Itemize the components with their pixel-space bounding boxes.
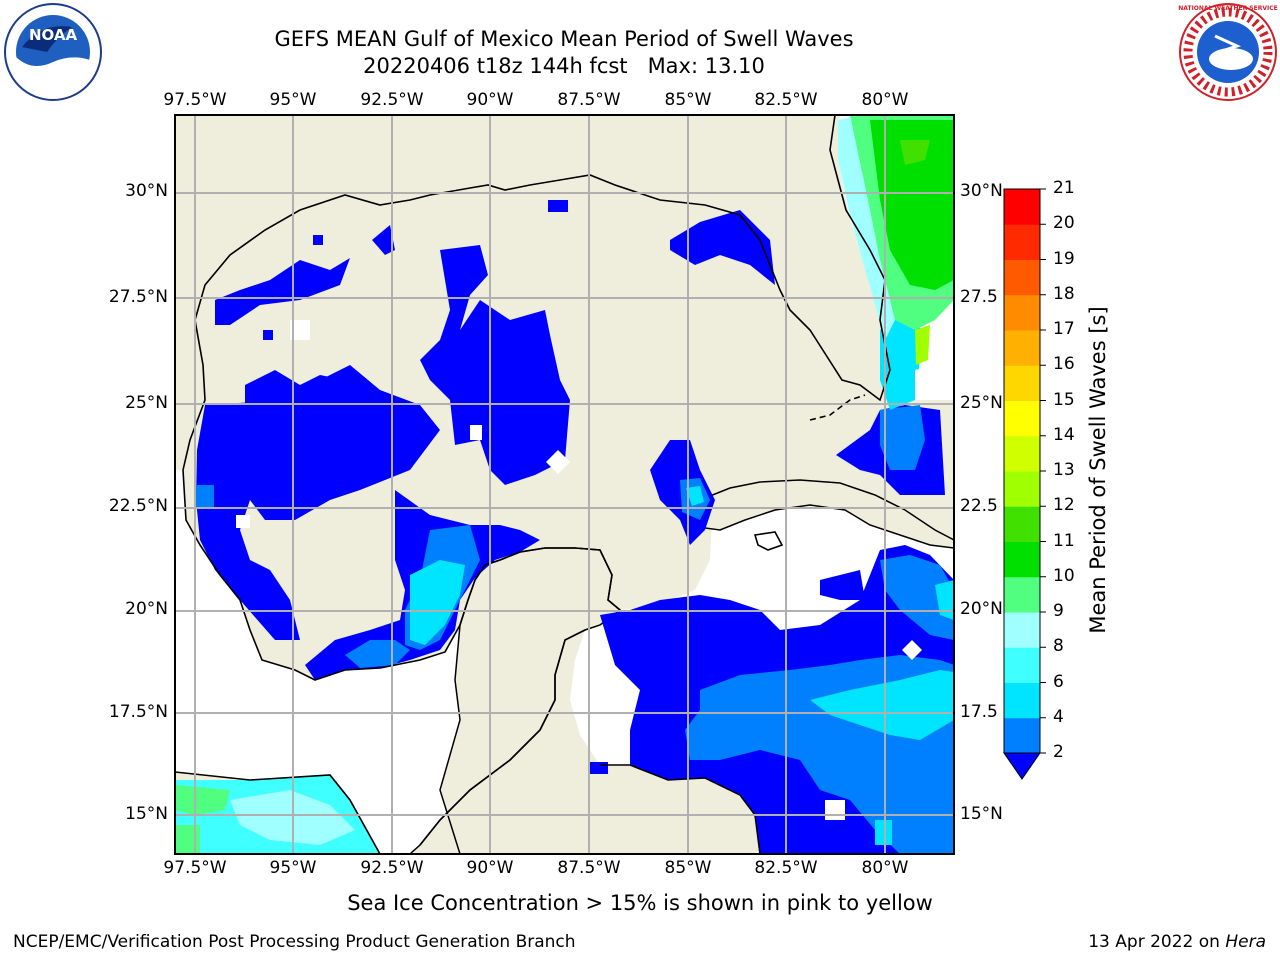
swell-period-atlantic bbox=[838, 115, 954, 400]
colorbar-tick-label: 15 bbox=[1053, 389, 1075, 410]
colorbar-tick-label: 12 bbox=[1053, 495, 1075, 516]
colorbar-band bbox=[1004, 365, 1040, 401]
lon-label-bottom: 97.5°W bbox=[163, 858, 227, 878]
nws-logo: NATIONAL WEATHER SERVICE bbox=[1178, 3, 1278, 101]
colorbar-band bbox=[1004, 717, 1040, 754]
colorbar-tick-label: 14 bbox=[1053, 424, 1075, 445]
colorbar-tick-label: 6 bbox=[1053, 671, 1064, 692]
colorbar-band bbox=[1004, 541, 1040, 578]
lon-label-bottom: 85°W bbox=[664, 858, 712, 878]
lat-label-left: 15°N bbox=[125, 804, 168, 824]
colorbar-tick-label: 21 bbox=[1053, 178, 1075, 198]
colorbar-band bbox=[1004, 506, 1040, 542]
colorbar-tick-label: 10 bbox=[1053, 565, 1075, 586]
colorbar-tick-label: 17 bbox=[1053, 319, 1075, 339]
lon-label-bottom: 90°W bbox=[466, 858, 514, 878]
footer-credit: NCEP/EMC/Verification Post Processing Pr… bbox=[13, 932, 576, 952]
lat-label-right: 20°N bbox=[960, 599, 1003, 619]
lon-label-bottom: 92.5°W bbox=[360, 858, 424, 878]
lat-label-right: 17.5 bbox=[960, 702, 998, 722]
lon-label-top: 92.5°W bbox=[360, 90, 424, 110]
colorbar-tick-label: 8 bbox=[1053, 636, 1064, 657]
cuba-island bbox=[699, 479, 954, 549]
lat-label-left: 22.5°N bbox=[108, 496, 168, 516]
colorbar-band bbox=[1004, 400, 1040, 437]
lat-label-left: 20°N bbox=[125, 599, 168, 619]
colorbar-band bbox=[1004, 294, 1040, 331]
colorbar bbox=[1003, 188, 1046, 780]
colorbar-band bbox=[1004, 259, 1040, 296]
colorbar-tick-label: 19 bbox=[1053, 248, 1075, 269]
lon-label-top: 95°W bbox=[269, 90, 317, 110]
lon-label-top: 87.5°W bbox=[557, 90, 621, 110]
colorbar-tick-label: 9 bbox=[1053, 601, 1064, 621]
sea-ice-note: Sea Ice Concentration > 15% is shown in … bbox=[347, 891, 933, 915]
lat-label-right: 27.5 bbox=[960, 287, 998, 307]
colorbar-band bbox=[1004, 682, 1040, 719]
lat-label-right: 22.5 bbox=[960, 496, 998, 516]
no-data-holes bbox=[236, 320, 922, 820]
colorbar-tick-label: 13 bbox=[1053, 460, 1075, 480]
colorbar-tick-label: 16 bbox=[1053, 354, 1075, 375]
lon-label-bottom: 95°W bbox=[269, 858, 317, 878]
lon-label-bottom: 82.5°W bbox=[754, 858, 818, 878]
lat-label-left: 30°N bbox=[125, 181, 168, 201]
lon-label-top: 85°W bbox=[664, 90, 712, 110]
colorbar-title: Mean Period of Swell Waves [s] bbox=[1086, 306, 1110, 634]
lat-label-left: 25°N bbox=[125, 393, 168, 413]
colorbar-band bbox=[1004, 330, 1040, 366]
nws-logo-text: NATIONAL WEATHER SERVICE bbox=[1178, 5, 1277, 12]
footer-date-text: 13 Apr 2022 on bbox=[1088, 932, 1226, 952]
colorbar-tick-label: 4 bbox=[1053, 706, 1064, 727]
lon-label-top: 80°W bbox=[861, 90, 909, 110]
colorbar-tick-label: 2 bbox=[1053, 742, 1064, 762]
colorbar-tick-label: 20 bbox=[1053, 213, 1075, 234]
colorbar-band bbox=[1004, 224, 1040, 260]
colorbar-tick-label: 18 bbox=[1053, 283, 1075, 304]
colorbar-band bbox=[1004, 612, 1040, 648]
colorbar-band bbox=[1004, 576, 1040, 613]
map-frame bbox=[174, 114, 955, 855]
colorbar-extend-min bbox=[1003, 752, 1041, 780]
lat-label-right: 25°N bbox=[960, 393, 1003, 413]
lon-label-bottom: 87.5°W bbox=[557, 858, 621, 878]
map-subtitle: 20220406 t18z 144h fcst Max: 13.10 bbox=[363, 54, 765, 78]
graticule bbox=[175, 115, 954, 854]
lon-label-top: 97.5°W bbox=[163, 90, 227, 110]
footer-date: 13 Apr 2022 on Hera bbox=[1088, 932, 1266, 952]
lat-label-left: 27.5°N bbox=[108, 287, 168, 307]
noaa-logo: NOAA bbox=[4, 3, 102, 101]
colorbar-tick-label: 11 bbox=[1053, 530, 1075, 551]
lat-label-left: 17.5°N bbox=[108, 702, 168, 722]
colorbar-band bbox=[1004, 471, 1040, 507]
colorbar-band bbox=[1004, 647, 1040, 683]
lon-label-top: 90°W bbox=[466, 90, 514, 110]
lon-label-bottom: 80°W bbox=[861, 858, 909, 878]
swell-period-6-8 bbox=[410, 315, 954, 845]
us-coast-land bbox=[175, 115, 954, 470]
map-title: GEFS MEAN Gulf of Mexico Mean Period of … bbox=[274, 27, 854, 51]
lat-label-right: 15°N bbox=[960, 804, 1003, 824]
noaa-logo-text: NOAA bbox=[29, 26, 78, 44]
colorbar-band bbox=[1004, 189, 1040, 225]
lon-label-top: 82.5°W bbox=[754, 90, 818, 110]
footer-host: Hera bbox=[1225, 932, 1266, 952]
lat-label-right: 30°N bbox=[960, 181, 1003, 201]
colorbar-band bbox=[1004, 435, 1040, 472]
